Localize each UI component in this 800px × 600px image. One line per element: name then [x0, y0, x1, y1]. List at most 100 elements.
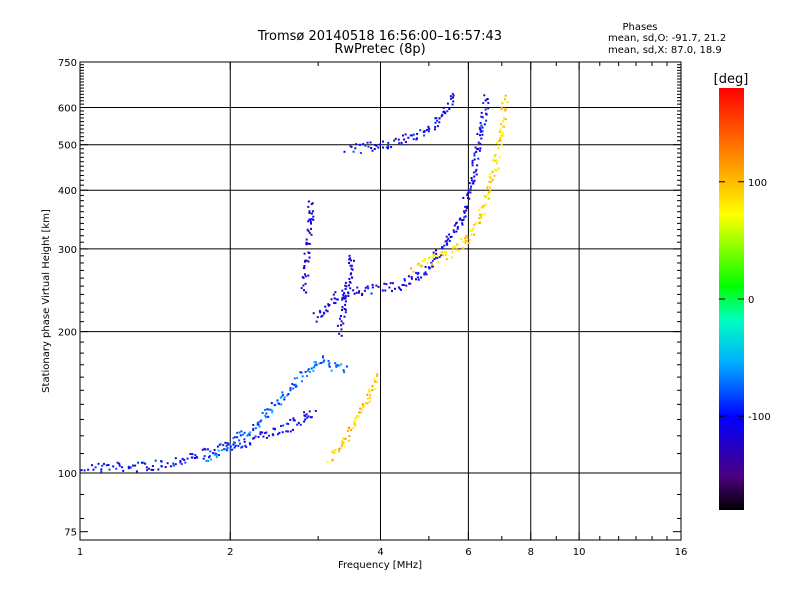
data-point	[259, 433, 262, 436]
data-point	[265, 416, 268, 419]
data-point	[265, 436, 268, 439]
data-point	[387, 141, 390, 144]
data-point	[172, 464, 175, 467]
data-point	[453, 231, 456, 234]
data-point	[487, 193, 490, 196]
data-point	[265, 412, 268, 415]
data-point	[309, 371, 311, 374]
data-point	[445, 235, 448, 238]
data-point	[474, 170, 477, 173]
data-point	[194, 457, 196, 459]
data-point	[216, 445, 219, 448]
data-point	[179, 460, 182, 462]
data-point	[384, 289, 387, 292]
data-point	[397, 138, 400, 141]
data-point	[467, 191, 470, 194]
data-point	[349, 273, 352, 276]
data-point	[307, 230, 310, 233]
data-point	[186, 457, 189, 460]
data-point	[455, 221, 458, 224]
data-point	[432, 251, 435, 254]
data-point	[416, 137, 418, 140]
data-point	[401, 284, 404, 286]
data-point	[371, 149, 374, 152]
data-point	[451, 103, 454, 106]
chart-title: Tromsø 20140518 16:56:00–16:57:43	[257, 29, 502, 44]
data-point	[208, 456, 210, 459]
data-point	[360, 408, 363, 411]
data-point	[332, 450, 335, 453]
y-tick-label: 75	[64, 528, 77, 539]
data-point	[303, 411, 306, 414]
data-point	[363, 403, 366, 406]
x-tick-label: 4	[377, 547, 383, 558]
data-point	[362, 405, 365, 408]
data-point	[425, 273, 428, 276]
data-point	[479, 122, 482, 124]
data-point	[307, 415, 310, 418]
data-point	[366, 402, 369, 405]
data-point	[218, 454, 220, 456]
data-point	[474, 146, 477, 149]
data-point	[398, 287, 401, 290]
x-tick-label: 2	[227, 547, 233, 558]
data-point	[280, 395, 283, 398]
data-point	[226, 443, 229, 446]
data-point	[476, 164, 479, 167]
data-point	[444, 253, 447, 256]
data-point	[446, 243, 449, 246]
data-point	[294, 385, 297, 388]
data-point	[376, 375, 378, 378]
data-point	[470, 233, 473, 236]
data-point	[467, 189, 470, 192]
data-point	[282, 424, 285, 427]
data-point	[213, 453, 216, 456]
data-point	[285, 430, 288, 433]
data-point	[335, 298, 338, 301]
data-point	[478, 127, 481, 130]
data-point	[292, 417, 295, 420]
data-point	[224, 448, 227, 451]
data-point	[292, 387, 295, 390]
data-point	[435, 256, 437, 259]
data-point	[455, 230, 458, 233]
data-point	[492, 159, 495, 162]
data-point	[488, 196, 491, 199]
data-point	[468, 182, 471, 185]
data-point	[328, 304, 331, 306]
data-point	[233, 446, 236, 449]
data-point	[108, 468, 111, 471]
data-point	[252, 427, 255, 430]
data-point	[465, 234, 468, 237]
data-point	[302, 276, 305, 279]
data-point	[431, 265, 434, 268]
data-point	[341, 308, 343, 311]
data-point	[313, 361, 316, 364]
data-point	[431, 259, 434, 262]
data-point	[405, 284, 408, 287]
data-point	[453, 224, 456, 227]
data-point	[362, 143, 365, 146]
data-point	[434, 125, 437, 128]
data-point	[327, 303, 330, 306]
data-point	[500, 106, 503, 109]
data-point	[246, 434, 249, 437]
data-point	[304, 273, 306, 276]
data-point	[452, 245, 455, 248]
data-point	[243, 438, 246, 441]
data-point	[77, 471, 79, 473]
data-point	[448, 233, 451, 236]
legend-line-x: mean, sd,X: 87.0, 18.9	[608, 45, 722, 56]
data-point	[249, 431, 252, 434]
data-point	[233, 436, 236, 439]
data-point	[443, 244, 446, 247]
data-point	[345, 285, 348, 288]
data-point	[281, 394, 284, 397]
data-point	[307, 200, 310, 203]
data-point	[303, 260, 306, 263]
data-point	[142, 461, 145, 464]
data-point	[448, 108, 451, 110]
data-point	[342, 296, 345, 299]
data-point	[438, 117, 441, 120]
data-point	[349, 145, 352, 148]
